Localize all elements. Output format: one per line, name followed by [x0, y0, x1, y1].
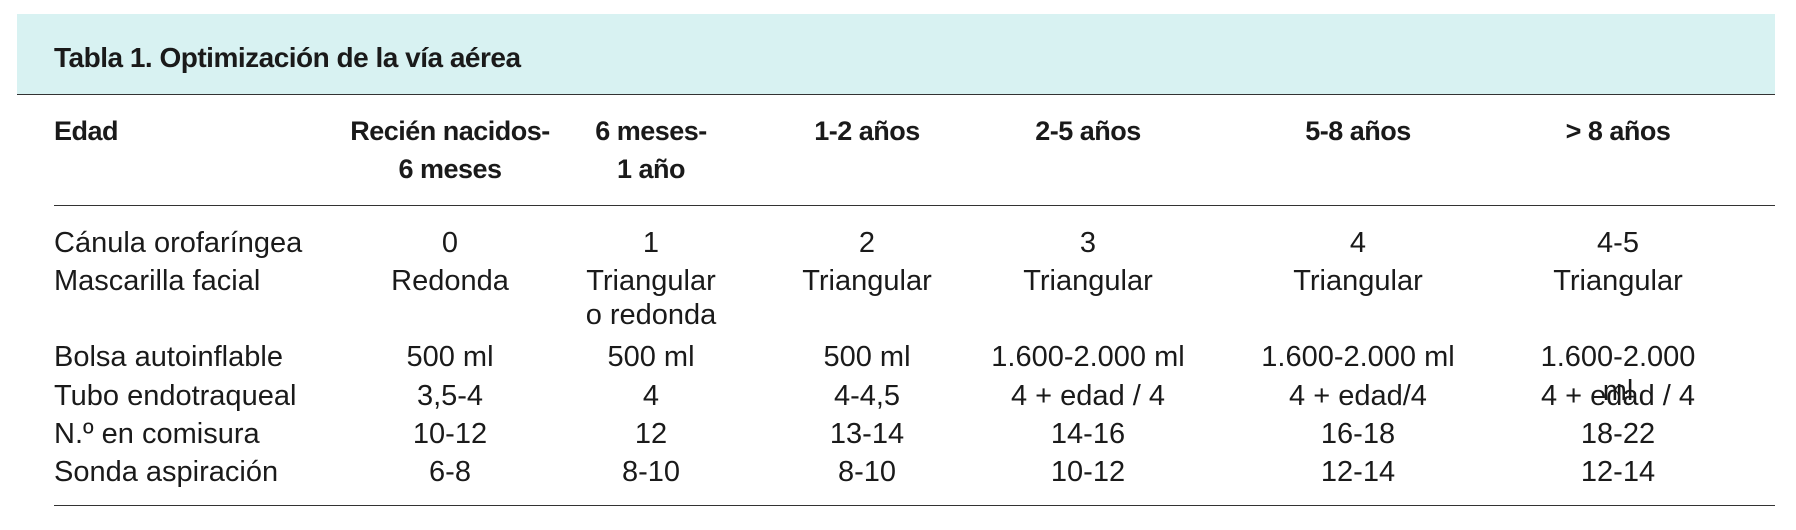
table-cell: 12-14 — [1580, 456, 1656, 488]
table-cell: 3 — [1079, 227, 1097, 259]
table-cell: Triangular o redonda — [585, 265, 717, 331]
table-cell: 1.600-2.000 ml — [1540, 341, 1696, 407]
table-cell: 4-4,5 — [833, 380, 901, 412]
column-header: > 8 años — [1565, 116, 1671, 146]
table-cell: 4 — [642, 380, 660, 412]
table-cell: 10-12 — [1050, 456, 1126, 488]
title-band — [17, 14, 1775, 95]
row-label: Tubo endotraqueal — [54, 380, 297, 412]
table-cell: 4 + edad / 4 — [1541, 380, 1695, 412]
row-label: Mascarilla facial — [54, 265, 261, 297]
table-cell: 8-10 — [837, 456, 897, 488]
table-cell: Triangular — [802, 265, 932, 297]
row-label: Sonda aspiración — [54, 456, 279, 488]
table-cell: 0 — [441, 227, 459, 259]
table-cell: 4 + edad/4 — [1289, 380, 1427, 412]
table-cell: 4 + edad / 4 — [1011, 380, 1165, 412]
table-cell: 8-10 — [621, 456, 681, 488]
table-cell: 1.600-2.000 ml — [1261, 341, 1455, 373]
table-cell: 500 ml — [823, 341, 911, 373]
column-header: 5-8 años — [1305, 116, 1411, 146]
table-cell: Triangular — [1023, 265, 1153, 297]
column-header: 6 meses- 1 año — [595, 116, 707, 184]
column-header: Recién nacidos- 6 meses — [350, 116, 550, 184]
row-label: Cánula orofaríngea — [54, 227, 303, 259]
table-cell: 2 — [858, 227, 876, 259]
table-cell: 1.600-2.000 ml — [991, 341, 1185, 373]
header-rule — [54, 205, 1775, 206]
column-header: Edad — [54, 116, 119, 146]
table-cell: 13-14 — [829, 418, 905, 450]
table-cell: 500 ml — [607, 341, 695, 373]
table-cell: 10-12 — [412, 418, 488, 450]
table-cell: 1 — [642, 227, 660, 259]
row-label: N.º en comisura — [54, 418, 260, 450]
row-label: Bolsa autoinflable — [54, 341, 283, 373]
table-cell: 18-22 — [1580, 418, 1656, 450]
table-cell: 500 ml — [406, 341, 494, 373]
table-cell: 6-8 — [429, 456, 471, 488]
table-cell: 3,5-4 — [416, 380, 484, 412]
column-header: 1-2 años — [814, 116, 920, 146]
table-cell: 12 — [634, 418, 668, 450]
table-cell: 4 — [1349, 227, 1367, 259]
table-cell: 12-14 — [1320, 456, 1396, 488]
table-cell: Triangular — [1553, 265, 1683, 297]
table-cell: Triangular — [1293, 265, 1423, 297]
table-cell: 14-16 — [1050, 418, 1126, 450]
bottom-rule — [54, 505, 1775, 506]
table-cell: 16-18 — [1320, 418, 1396, 450]
column-header: 2-5 años — [1035, 116, 1141, 146]
table-title: Tabla 1. Optimización de la vía aérea — [54, 42, 521, 73]
table-cell: 4-5 — [1597, 227, 1639, 259]
table-cell: Redonda — [391, 265, 509, 297]
